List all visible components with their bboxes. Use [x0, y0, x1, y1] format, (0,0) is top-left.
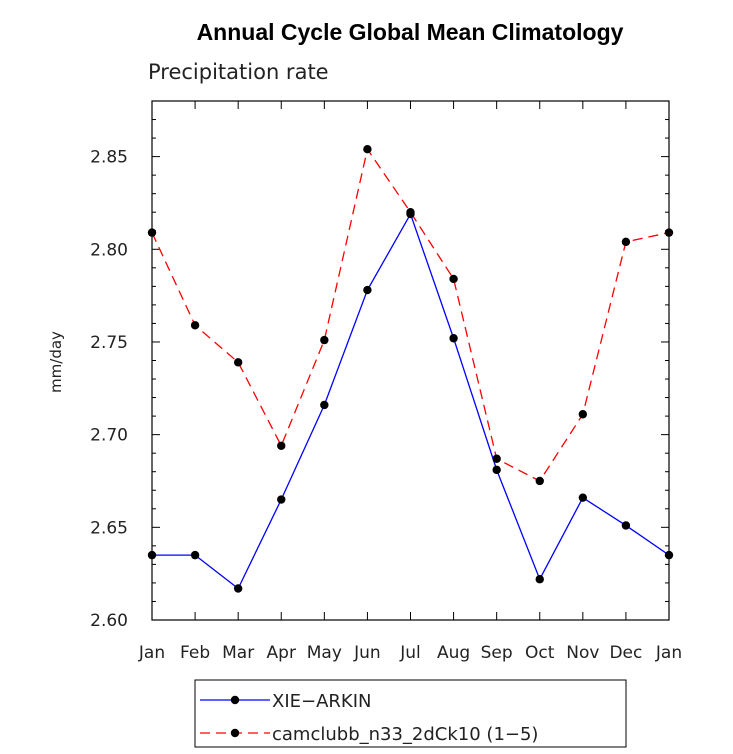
x-tick-label: Aug [437, 643, 470, 663]
y-tick-labels: 2.60 2.65 2.70 2.75 2.80 2.85 [90, 148, 128, 631]
series-2-point [320, 335, 329, 345]
x-tick-label: Jun [353, 643, 381, 663]
series-1-point [320, 400, 329, 410]
legend-label-2: camclubb_n33_2dCk10 (1−5) [272, 724, 538, 745]
legend-box [194, 679, 627, 748]
series-1-point [147, 550, 157, 560]
x-tick-label: May [307, 643, 342, 663]
series-2-point [492, 454, 501, 463]
x-tick-label: Apr [267, 643, 296, 663]
series-line-2 [151, 147, 670, 482]
x-tick-label: Jul [399, 643, 421, 663]
series-1-point [449, 334, 458, 343]
y-tick-label: 2.60 [90, 611, 128, 631]
legend-marker-1 [230, 695, 240, 705]
series-2-point [449, 274, 458, 284]
series-1-point [277, 495, 286, 504]
x-tick-label: Jan [655, 643, 682, 663]
x-tick-label: Oct [525, 643, 555, 663]
legend-label-1: XIE−ARKIN [272, 691, 372, 712]
series-2-point [664, 228, 674, 237]
y-tick-label: 2.80 [90, 240, 128, 260]
chart-title: Annual Cycle Global Mean Climatology [197, 19, 624, 45]
x-tick-label: Nov [566, 643, 599, 663]
series-2-point [277, 441, 286, 450]
series-1-point [190, 550, 200, 560]
series-2-point [535, 476, 544, 486]
series-2-point [578, 410, 588, 419]
y-tick-label: 2.75 [90, 333, 128, 353]
chart-subtitle: Precipitation rate [148, 60, 329, 84]
legend-marker-2 [230, 728, 240, 738]
series-1-point [621, 521, 631, 530]
series-layer [147, 144, 674, 593]
plot-frame [151, 100, 670, 621]
y-tick-label: 2.70 [90, 426, 128, 446]
series-1-point [492, 465, 501, 475]
x-tick-label: Dec [609, 643, 642, 663]
x-tick-label: Sep [481, 643, 513, 663]
series-1-point [664, 550, 674, 560]
y-tick-label: 2.85 [90, 148, 128, 168]
x-tick-label: Jan [138, 643, 165, 663]
series-1-point [535, 575, 544, 584]
x-tick-labels: Jan Feb Mar Apr May Jun Jul Aug Sep Oct Nov Dec Jan [138, 643, 682, 663]
series-line-1 [152, 212, 670, 590]
x-tick-label: Feb [180, 643, 210, 663]
legend: XIE−ARKIN camclubb_n33_2dCk10 (1−5) [194, 679, 627, 748]
y-axis-label: mm/day [47, 331, 65, 393]
x-tick-label: Mar [222, 643, 254, 663]
series-2-point [190, 321, 200, 330]
series-1-point [233, 584, 243, 593]
series-2-point [147, 228, 157, 237]
axis-ticks [151, 100, 670, 621]
series-1-point [578, 493, 588, 502]
series-2-point [363, 144, 372, 154]
series-2-point [233, 358, 243, 367]
series-1-point [363, 285, 372, 295]
series-2-point [406, 208, 415, 217]
y-tick-label: 2.65 [90, 518, 128, 538]
series-2-point [621, 237, 631, 247]
